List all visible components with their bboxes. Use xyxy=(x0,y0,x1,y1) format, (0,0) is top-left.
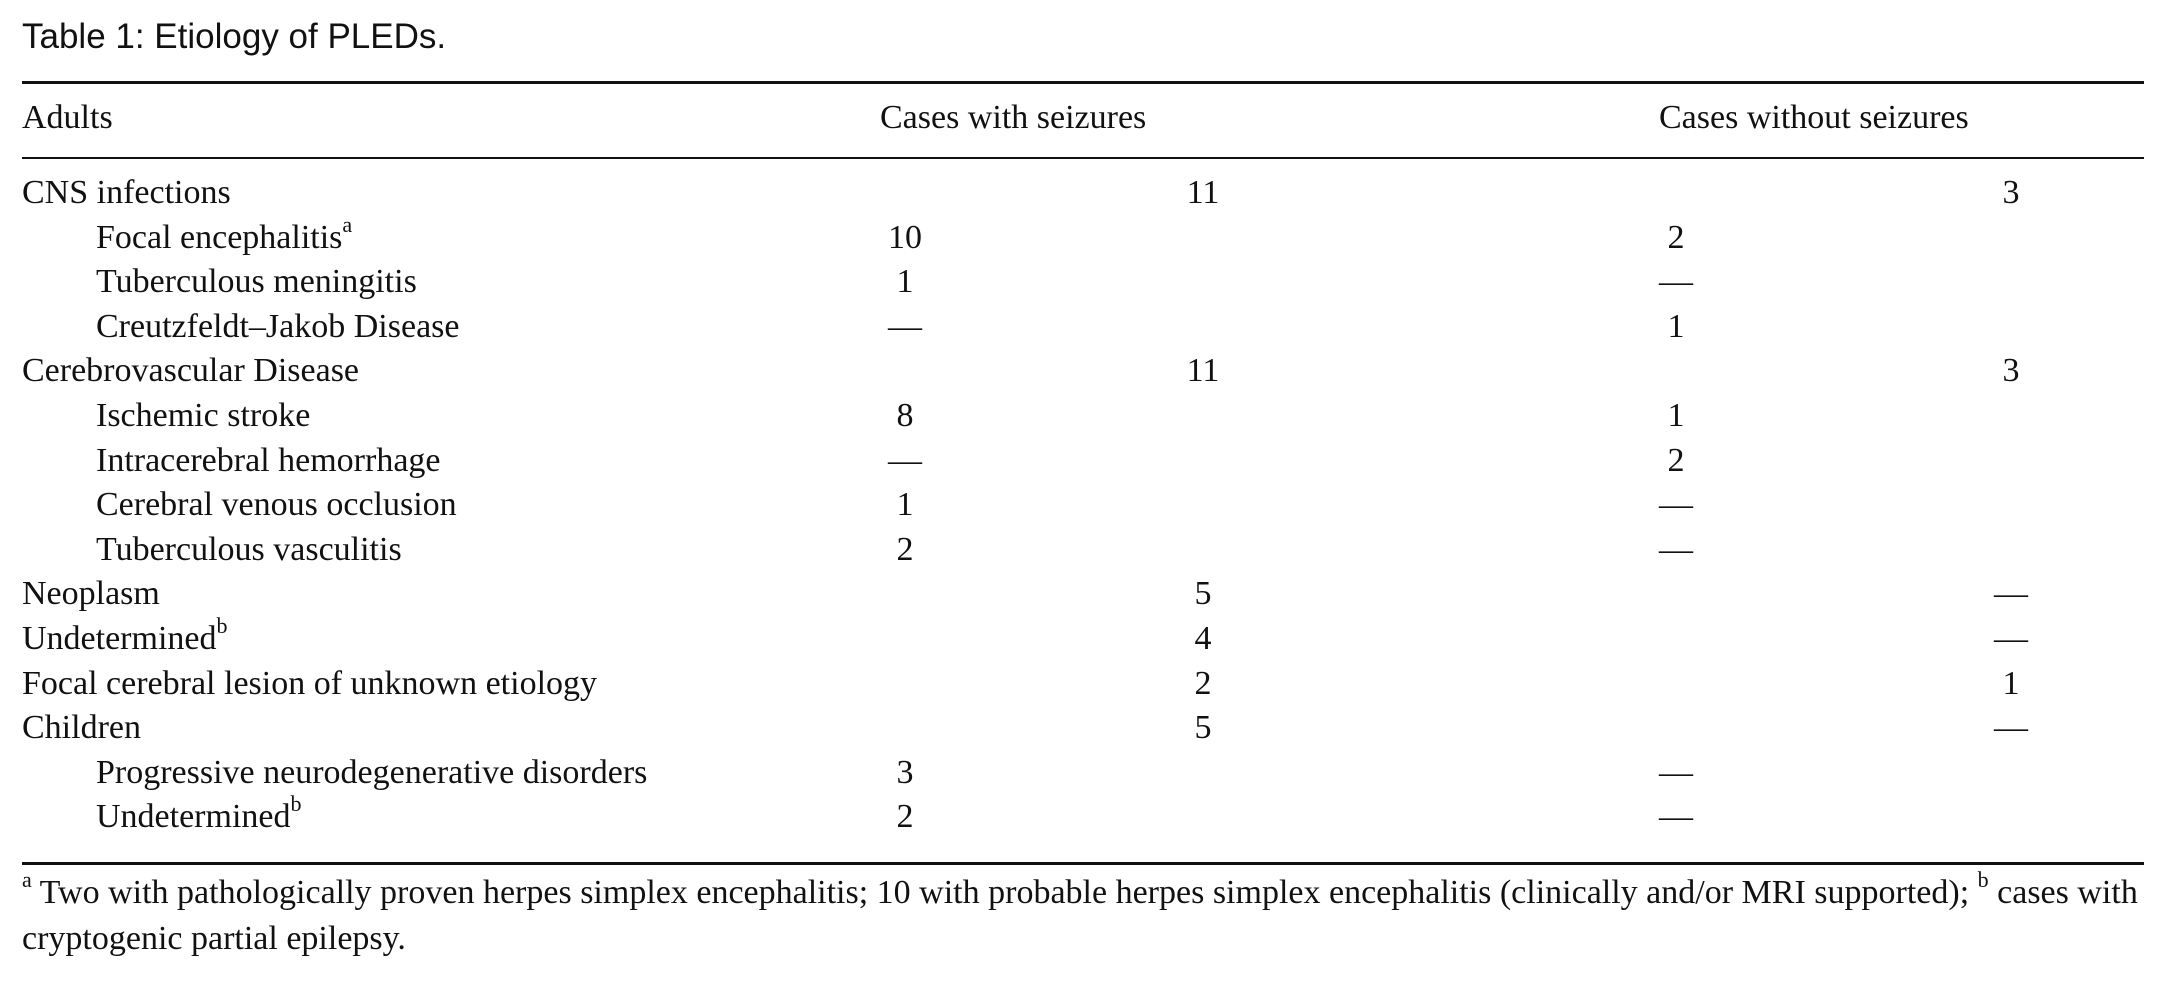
row-label: Undeterminedb xyxy=(96,792,302,839)
cell-without-seizures-subcount: — xyxy=(1659,486,1693,523)
row-label: CNS infections xyxy=(22,171,231,215)
cell-without-seizures-total: — xyxy=(1994,620,2028,657)
row-label: Cerebrovascular Disease xyxy=(22,349,359,393)
cell-with-seizures-subcount: — xyxy=(888,442,922,479)
header-adults: Adults xyxy=(22,99,113,136)
footnote-mark-a: a xyxy=(22,866,32,892)
table-caption: Table 1: Etiology of PLEDs. xyxy=(22,17,447,56)
row-label-text: Cerebral venous occlusion xyxy=(96,486,457,523)
table-top-rule xyxy=(22,81,2144,84)
header-cases-without-seizures: Cases without seizures xyxy=(1659,99,1969,136)
row-label: Cerebral venous occlusion xyxy=(96,483,457,527)
cell-without-seizures-total: — xyxy=(1994,709,2028,746)
row-label: Children xyxy=(22,706,141,750)
row-label-text: CNS infections xyxy=(22,174,231,211)
table-bottom-rule xyxy=(22,862,2144,865)
footnote-marker: b xyxy=(290,790,302,816)
row-label: Focal cerebral lesion of unknown etiolog… xyxy=(22,662,597,706)
cell-without-seizures-subcount: — xyxy=(1659,263,1693,300)
cell-without-seizures-subcount: 2 xyxy=(1667,219,1685,256)
cell-with-seizures-subcount: 1 xyxy=(896,263,914,300)
cell-with-seizures-total: 5 xyxy=(1194,709,1212,746)
row-label-text: Focal cerebral lesion of unknown etiolog… xyxy=(22,665,598,702)
cell-with-seizures-subcount: 3 xyxy=(896,754,914,791)
cell-with-seizures-subcount: 2 xyxy=(896,798,914,835)
footnote-marker: a xyxy=(342,211,353,237)
row-label: Neoplasm xyxy=(22,572,160,616)
footnote-marker: b xyxy=(216,612,228,638)
row-label: Tuberculous meningitis xyxy=(96,260,417,304)
cell-without-seizures-subcount: 1 xyxy=(1667,397,1685,434)
footnote-text-b: cases with cryptogenic partial epilepsy. xyxy=(22,874,2138,957)
row-label-text: Ischemic stroke xyxy=(96,397,311,434)
row-label-text: Tuberculous meningitis xyxy=(96,263,417,300)
row-label-text: Undetermined xyxy=(22,620,217,657)
cell-with-seizures-subcount: 8 xyxy=(896,397,914,434)
cell-with-seizures-subcount: 10 xyxy=(888,219,922,256)
cell-without-seizures-subcount: — xyxy=(1659,798,1693,835)
row-label-text: Creutzfeldt–Jakob Disease xyxy=(96,308,460,345)
row-label: Intracerebral hemorrhage xyxy=(96,439,441,483)
header-cases-with-seizures: Cases with seizures xyxy=(880,99,1147,136)
row-label-text: Undetermined xyxy=(96,798,291,835)
footnote-mark-b: b xyxy=(1977,866,1989,892)
row-label: Focal encephalitisa xyxy=(96,213,352,260)
cell-with-seizures-total: 5 xyxy=(1194,575,1212,612)
row-label-text: Neoplasm xyxy=(22,575,160,612)
cell-without-seizures-total: 3 xyxy=(2002,174,2020,211)
row-label-text: Intracerebral hemorrhage xyxy=(96,442,441,479)
cell-with-seizures-subcount: 2 xyxy=(896,531,914,568)
row-label-text: Focal encephalitis xyxy=(96,219,343,256)
cell-without-seizures-subcount: — xyxy=(1659,531,1693,568)
cell-without-seizures-total: — xyxy=(1994,575,2028,612)
cell-without-seizures-subcount: 2 xyxy=(1667,442,1685,479)
cell-without-seizures-total: 3 xyxy=(2002,352,2020,389)
row-label: Tuberculous vasculitis xyxy=(96,528,402,572)
cell-with-seizures-total: 11 xyxy=(1186,174,1220,211)
row-label-text: Children xyxy=(22,709,141,746)
row-label-text: Tuberculous vasculitis xyxy=(96,531,402,568)
cell-without-seizures-total: 1 xyxy=(2002,665,2020,702)
cell-without-seizures-subcount: 1 xyxy=(1667,308,1685,345)
table-header-rule xyxy=(22,157,2144,159)
cell-with-seizures-total: 2 xyxy=(1194,665,1212,702)
cell-with-seizures-subcount: — xyxy=(888,308,922,345)
footnote-text-a: Two with pathologically proven herpes si… xyxy=(31,874,1978,911)
row-label-text: Cerebrovascular Disease xyxy=(22,352,360,389)
cell-without-seizures-subcount: — xyxy=(1659,754,1693,791)
table-footnote: a Two with pathologically proven herpes … xyxy=(22,866,2142,962)
row-label: Progressive neurodegenerative disorders xyxy=(96,751,647,795)
row-label-text: Progressive neurodegenerative disorders xyxy=(96,754,648,791)
cell-with-seizures-total: 4 xyxy=(1194,620,1212,657)
cell-with-seizures-subcount: 1 xyxy=(896,486,914,523)
row-label: Creutzfeldt–Jakob Disease xyxy=(96,305,460,349)
row-label: Undeterminedb xyxy=(22,614,228,661)
row-label: Ischemic stroke xyxy=(96,394,310,438)
cell-with-seizures-total: 11 xyxy=(1186,352,1220,389)
